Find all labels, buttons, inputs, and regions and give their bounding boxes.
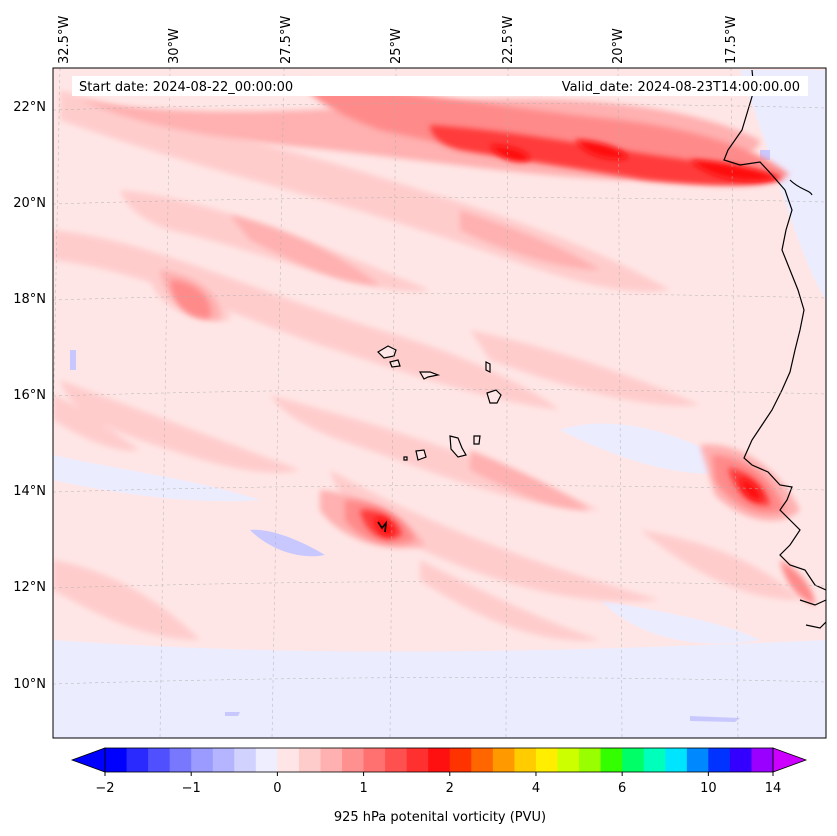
colorbar-cell [622, 748, 645, 772]
colorbar-label: 925 hPa potenital vorticity (PVU) [334, 810, 546, 825]
island-sao-vicente [389, 359, 401, 368]
colorbar-tick-label: 4 [532, 781, 540, 796]
colorbar-cell [255, 748, 278, 772]
colorbar-cell [212, 748, 235, 772]
lon-label-30w: 30°W [167, 28, 182, 64]
vortex-marker [377, 520, 388, 533]
colorbar-cell [406, 748, 429, 772]
colorbar-cell [514, 748, 537, 772]
island-sal [485, 361, 491, 373]
coast-estuaries [799, 599, 826, 629]
lon-label-27-5w: 27.5°W [279, 16, 294, 64]
colorbar-tick-label: 14 [765, 781, 782, 796]
longitude-labels: 32.5°W 30°W 27.5°W 25°W 22.5°W 20°W 17.5… [57, 16, 739, 64]
colorbar-cell [191, 748, 214, 772]
colorbar-cell [492, 748, 516, 772]
colorbar-cell [277, 748, 300, 772]
colorbar-cell [751, 748, 774, 772]
colorbar-tick-label: −2 [95, 781, 114, 796]
colorbar-cell [298, 748, 322, 772]
colorbar-cell [342, 748, 365, 772]
lon-label-32-5w: 32.5°W [57, 16, 72, 64]
colorbar-tick-label: 6 [618, 781, 626, 796]
island-santo-antao [377, 345, 397, 359]
colorbar-cell [428, 748, 451, 772]
lat-label-12n: 12°N [13, 580, 46, 595]
lat-label-14n: 14°N [13, 484, 46, 499]
colorbar-tick-label: 10 [700, 781, 717, 796]
island-santiago [449, 435, 467, 458]
coastlines [723, 69, 826, 629]
colorbar-cell [148, 748, 171, 772]
lat-label-20n: 20°N [13, 196, 46, 211]
colorbar-tick-label: −1 [182, 781, 201, 796]
colorbar-extend-low [70, 747, 106, 773]
lon-label-25w: 25°W [389, 28, 404, 64]
lon-label-20w: 20°W [611, 28, 626, 64]
valid-date-label: Valid_date: 2024-08-23T14:00:00.00 [562, 80, 800, 95]
colorbar-cell [385, 748, 408, 772]
lat-label-18n: 18°N [13, 292, 46, 307]
gridlines [53, 68, 826, 738]
colorbar-cell [169, 748, 192, 772]
header-box [72, 76, 808, 96]
island-sao-nicolau [418, 371, 441, 380]
lat-label-22n: 22°N [13, 100, 46, 115]
colorbar-cell [729, 748, 753, 772]
lon-label-17-5w: 17.5°W [724, 16, 739, 64]
latitude-labels: 22°N 20°N 18°N 16°N 14°N 12°N 10°N [13, 100, 46, 692]
colorbar-cell [600, 748, 623, 772]
lat-label-16n: 16°N [13, 388, 46, 403]
colorbar-ticks: −2 −1 0 1 2 4 6 10 14 [95, 772, 781, 796]
colorbar-tick-label: 1 [359, 781, 367, 796]
island-brava [403, 456, 408, 461]
colorbar-cell [579, 748, 602, 772]
colorbar-tick-label: 2 [446, 781, 454, 796]
start-date-label: Start date: 2024-08-22_00:00:00 [79, 80, 293, 95]
colorbar-cell [105, 748, 128, 772]
colorbar-tick-label: 0 [273, 781, 281, 796]
pv-maxima-deep-red [375, 140, 780, 536]
island-maio [473, 435, 481, 445]
lon-label-22-5w: 22.5°W [501, 16, 516, 64]
colorbar-cell [126, 748, 149, 772]
cape-verde-islands [377, 345, 502, 461]
map-frame [52, 67, 827, 739]
map-panel: Start date: 2024-08-22_00:00:00 Valid_da… [53, 68, 826, 738]
island-fogo [415, 449, 427, 461]
island-boa-vista [486, 389, 502, 404]
colorbar-cell [686, 748, 709, 772]
colorbar-cell [234, 748, 257, 772]
african-coastline [723, 69, 826, 591]
colorbar-cells [105, 748, 774, 772]
colorbar-cell [449, 748, 472, 772]
colorbar-cell [643, 748, 666, 772]
colorbar-frame [104, 747, 774, 773]
colorbar-cell [471, 748, 494, 772]
lat-label-10n: 10°N [13, 677, 46, 692]
negative-pv-areas [53, 70, 826, 738]
colorbar-cell [535, 748, 559, 772]
colorbar-cell [363, 748, 386, 772]
colorbar: −2 −1 0 1 2 4 6 10 14 925 hPa potenital vorticit… [70, 747, 808, 825]
colorbar-cell [320, 748, 343, 772]
colorbar-cell [665, 748, 688, 772]
coast-detail [789, 179, 813, 196]
colorbar-cell [708, 748, 731, 772]
colorbar-extend-high [772, 747, 808, 773]
colorbar-cell [557, 748, 580, 772]
